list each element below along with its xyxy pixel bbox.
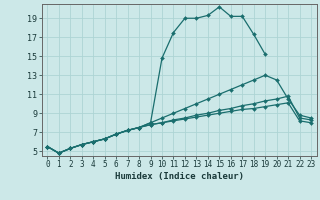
X-axis label: Humidex (Indice chaleur): Humidex (Indice chaleur) bbox=[115, 172, 244, 181]
